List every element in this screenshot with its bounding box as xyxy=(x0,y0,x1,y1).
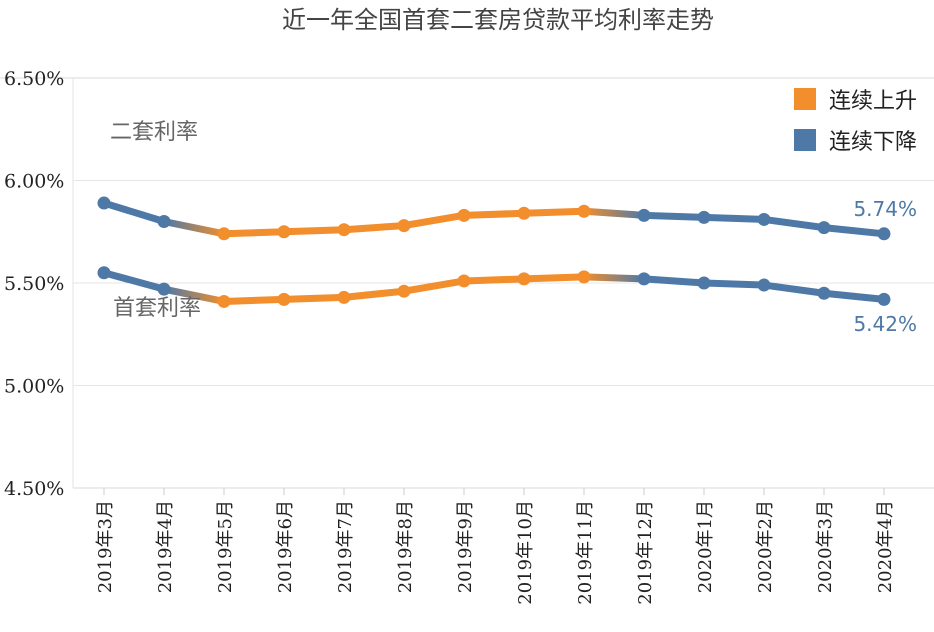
series-1-point xyxy=(877,292,891,306)
series-1-point xyxy=(577,270,591,284)
chart-title: 近一年全国首套二套房贷款平均利率走势 xyxy=(282,6,714,34)
series-1-point xyxy=(277,292,291,306)
series-0-point xyxy=(577,204,591,218)
legend-swatch-up xyxy=(794,88,816,110)
series-1-segment xyxy=(760,281,828,297)
points-layer xyxy=(97,196,891,308)
series-1-segment xyxy=(460,275,528,285)
series-1-segment xyxy=(100,269,168,293)
series-1-point xyxy=(817,286,831,300)
series-1-point xyxy=(457,274,471,288)
series-layer xyxy=(100,199,888,305)
legend-label-up: 连续上升 xyxy=(829,89,917,114)
series-0-segment xyxy=(520,207,588,217)
legend: 连续上升 连续下降 xyxy=(794,88,917,155)
end-label-second-home: 5.74% xyxy=(853,197,917,221)
legend-swatch-down xyxy=(794,129,816,151)
series-0-point xyxy=(697,210,711,224)
end-label-first-home: 5.42% xyxy=(853,312,917,336)
series-0-segment xyxy=(220,228,288,238)
series-label-second-home: 二套利率 xyxy=(110,120,198,145)
series-0-point xyxy=(337,223,351,237)
series-1-segment xyxy=(520,273,588,283)
series-1-segment xyxy=(340,287,408,301)
series-0-segment xyxy=(280,226,348,236)
series-1-point xyxy=(637,272,651,286)
series-1-segment xyxy=(700,279,768,289)
x-tick-label: 2019年12月 xyxy=(635,500,656,605)
x-tick-label: 2019年3月 xyxy=(95,500,116,593)
series-1-segment xyxy=(220,295,288,305)
series-0-point xyxy=(637,208,651,222)
series-0-segment xyxy=(700,213,768,223)
series-0-point xyxy=(817,221,831,235)
x-tick-label: 2019年9月 xyxy=(455,500,476,593)
series-0-segment xyxy=(760,215,828,232)
series-0-point xyxy=(217,227,231,241)
series-1-point xyxy=(397,284,411,298)
series-1-segment xyxy=(280,293,348,303)
series-0-segment xyxy=(160,218,228,238)
x-tick-label: 2020年2月 xyxy=(755,500,776,593)
series-1-segment xyxy=(160,285,228,305)
y-tick-label: 6.50% xyxy=(4,68,64,90)
x-tick-label: 2019年7月 xyxy=(335,500,356,593)
x-tick-label: 2019年8月 xyxy=(395,500,416,593)
series-1-segment xyxy=(820,289,888,303)
x-tick-label: 2020年3月 xyxy=(815,500,836,593)
series-label-first-home: 首套利率 xyxy=(113,296,201,321)
y-tick-label: 5.00% xyxy=(4,376,64,398)
series-0-segment xyxy=(460,209,528,219)
series-0-point xyxy=(277,225,291,239)
series-1-segment xyxy=(400,277,468,295)
series-1-point xyxy=(337,290,351,304)
x-axis-ticks: 2019年3月 2019年4月 2019年5月 2019年6月 2019年7月 2019年… xyxy=(95,488,896,605)
series-1-point xyxy=(217,294,231,308)
x-tick-label: 2019年10月 xyxy=(515,500,536,605)
series-0-segment xyxy=(820,224,888,238)
series-0-segment xyxy=(580,207,648,219)
series-0-segment xyxy=(100,199,168,225)
x-tick-label: 2020年4月 xyxy=(875,500,896,593)
legend-label-down: 连续下降 xyxy=(829,130,917,155)
y-tick-label: 4.50% xyxy=(4,478,64,500)
x-tick-label: 2019年11月 xyxy=(575,500,596,605)
series-1-point xyxy=(157,282,171,296)
x-tick-label: 2019年4月 xyxy=(155,500,176,593)
series-1-segment xyxy=(580,273,648,283)
series-0-point xyxy=(397,219,411,233)
x-tick-label: 2019年5月 xyxy=(215,500,236,593)
series-1-segment xyxy=(640,275,708,287)
x-tick-label: 2020年1月 xyxy=(695,500,716,593)
y-tick-label: 5.50% xyxy=(4,273,64,295)
series-0-point xyxy=(877,227,891,241)
y-axis-ticks: 6.50% 6.00% 5.50% 5.00% 4.50% xyxy=(4,68,64,500)
series-0-point xyxy=(757,212,771,226)
series-0-segment xyxy=(400,211,468,230)
series-0-segment xyxy=(640,211,708,221)
series-0-point xyxy=(157,215,171,228)
series-0-segment xyxy=(340,222,408,234)
y-tick-label: 6.00% xyxy=(4,171,64,193)
series-1-point xyxy=(517,272,531,286)
x-tick-label: 2019年6月 xyxy=(275,500,296,593)
series-1-point xyxy=(97,266,111,280)
series-0-point xyxy=(97,196,111,210)
series-1-point xyxy=(757,278,771,292)
series-0-point xyxy=(457,208,471,222)
series-0-point xyxy=(517,206,531,220)
series-1-point xyxy=(697,276,711,290)
